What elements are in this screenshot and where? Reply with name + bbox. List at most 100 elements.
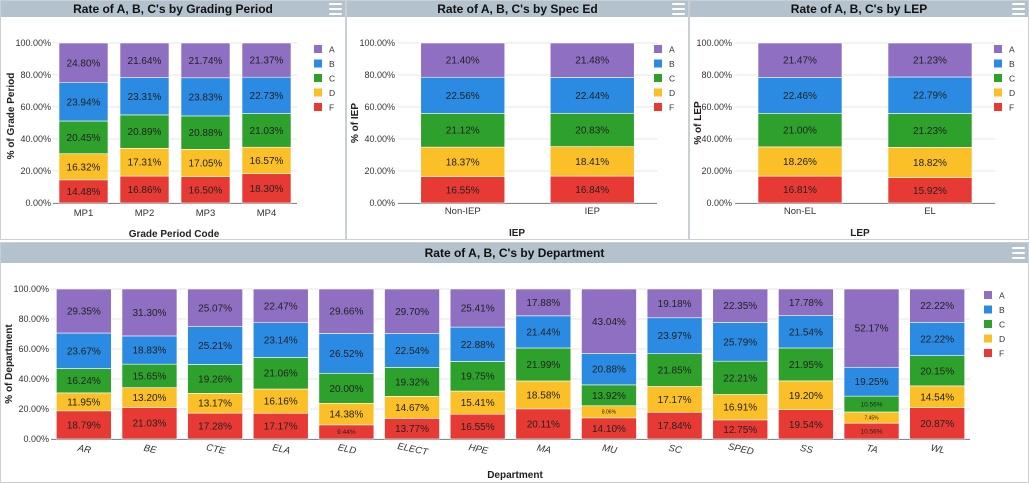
bar-segment-b <box>515 315 572 349</box>
legend-label: D <box>1009 88 1015 98</box>
data-label: 14.48% <box>67 187 101 198</box>
y-tick-label: 40.00% <box>364 134 395 144</box>
legend-label: C <box>999 320 1005 330</box>
legend-label: C <box>329 74 335 84</box>
data-label: 18.41% <box>575 157 609 168</box>
data-label: 29.70% <box>395 307 429 318</box>
data-label: 10.56% <box>861 428 883 435</box>
y-tick-label: 100.00% <box>696 38 732 48</box>
data-label: 21.37% <box>250 56 284 67</box>
legend-swatch-b <box>314 59 322 68</box>
bar-segment-c <box>887 113 973 148</box>
data-label: 9.44% <box>337 429 356 436</box>
y-tick-label: 20.00% <box>701 166 732 176</box>
x-tick-label: MP2 <box>135 208 155 219</box>
legend-swatch-a <box>984 291 992 299</box>
data-label: 22.22% <box>920 334 954 345</box>
y-tick-label: 80.00% <box>18 314 49 324</box>
x-tick-label: BE <box>143 443 158 457</box>
y-tick-label: 20.00% <box>364 166 395 176</box>
bar-segment-d <box>420 146 506 177</box>
chart-title: Rate of A, B, C's by Spec Ed <box>437 2 598 16</box>
bar-segment-a <box>318 288 375 334</box>
data-label: 21.48% <box>575 56 609 67</box>
x-axis-title: LEP <box>850 228 870 239</box>
legend-label: A <box>1009 45 1015 55</box>
bar-segment-a <box>515 288 572 317</box>
data-label: 23.14% <box>264 336 298 347</box>
data-label: 17.88% <box>526 298 560 309</box>
data-label: 21.85% <box>658 366 692 377</box>
data-label: 18.26% <box>783 157 817 168</box>
bar-segment-d <box>712 394 769 421</box>
x-tick-label: TA <box>865 443 878 456</box>
data-label: 21.40% <box>446 56 480 67</box>
bar-segment-a <box>420 42 506 78</box>
bar-segment-f <box>449 413 506 440</box>
bar-segment-a <box>119 42 170 78</box>
data-label: 29.66% <box>329 307 363 318</box>
spec-ed-chart-panel: Rate of A, B, C's by Spec Ed % of IEP IE… <box>346 0 689 240</box>
hamburger-menu-icon[interactable] <box>1012 3 1025 15</box>
bar-segment-b <box>420 76 506 114</box>
y-axis-title: % of Grade Period <box>6 73 17 160</box>
data-label: 16.16% <box>264 397 298 408</box>
data-label: 16.81% <box>783 185 817 196</box>
x-tick-label: Non-EL <box>784 206 816 217</box>
bar-segment-b <box>887 76 973 114</box>
y-axis-title: % of IEP <box>350 103 361 143</box>
bar-segment-a <box>581 288 637 354</box>
x-tick-label: MU <box>601 443 618 457</box>
data-label: 21.12% <box>446 126 480 137</box>
chart-title: Rate of A, B, C's by Grading Period <box>73 2 273 16</box>
data-label: 22.79% <box>913 91 947 102</box>
hamburger-menu-icon[interactable] <box>1012 247 1025 259</box>
legend-swatch-f <box>654 103 662 111</box>
bar-segment-a <box>56 288 112 334</box>
legend-swatch-a <box>994 45 1002 53</box>
legend-label: C <box>1009 74 1015 84</box>
data-label: 16.55% <box>461 422 495 433</box>
bar-segment-a <box>187 288 243 327</box>
data-label: 22.54% <box>395 346 429 357</box>
chart-title-bar: Rate of A, B, C's by LEP <box>690 1 1028 17</box>
data-label: 21.95% <box>789 360 823 371</box>
y-axis-title: % of Department <box>4 324 15 404</box>
bar-segment-d <box>887 147 973 178</box>
y-tick-label: 100.00% <box>13 284 49 294</box>
bar-segment-a <box>384 288 440 334</box>
bar-segment-f <box>119 175 170 204</box>
data-label: 16.84% <box>575 185 609 196</box>
data-label: 13.92% <box>592 391 626 402</box>
x-tick-label: CTE <box>205 442 227 457</box>
data-label: 15.65% <box>133 371 167 382</box>
y-tick-label: 80.00% <box>20 70 51 80</box>
bar-segment-f <box>187 412 243 440</box>
bar-segment-a <box>712 288 769 323</box>
data-label: 14.38% <box>329 410 363 421</box>
data-label: 17.05% <box>189 158 223 169</box>
legend-label: A <box>999 291 1005 301</box>
x-tick-label: ELA <box>271 442 291 456</box>
bar-segment-c <box>757 112 843 148</box>
data-label: 21.06% <box>264 369 298 380</box>
bar-segment-c <box>252 357 309 390</box>
bar-segment-a <box>252 288 309 324</box>
x-tick-label: Non-IEP <box>445 206 481 217</box>
data-label: 26.52% <box>329 349 363 360</box>
data-label: 14.54% <box>920 392 954 403</box>
hamburger-menu-icon[interactable] <box>329 3 342 15</box>
bar-segment-d <box>180 149 231 177</box>
data-label: 19.54% <box>789 420 823 431</box>
bar-segment-c <box>119 114 170 149</box>
data-label: 23.94% <box>67 97 101 108</box>
data-label: 19.26% <box>198 374 232 385</box>
data-label: 20.45% <box>67 133 101 144</box>
x-tick-label: IEP <box>585 206 600 217</box>
y-tick-label: 60.00% <box>18 344 49 354</box>
hamburger-menu-icon[interactable] <box>672 3 685 15</box>
bar-segment-a <box>887 42 973 78</box>
bar-segment-a <box>241 42 292 78</box>
data-label: 17.84% <box>658 421 692 432</box>
data-label: 16.86% <box>128 185 162 196</box>
